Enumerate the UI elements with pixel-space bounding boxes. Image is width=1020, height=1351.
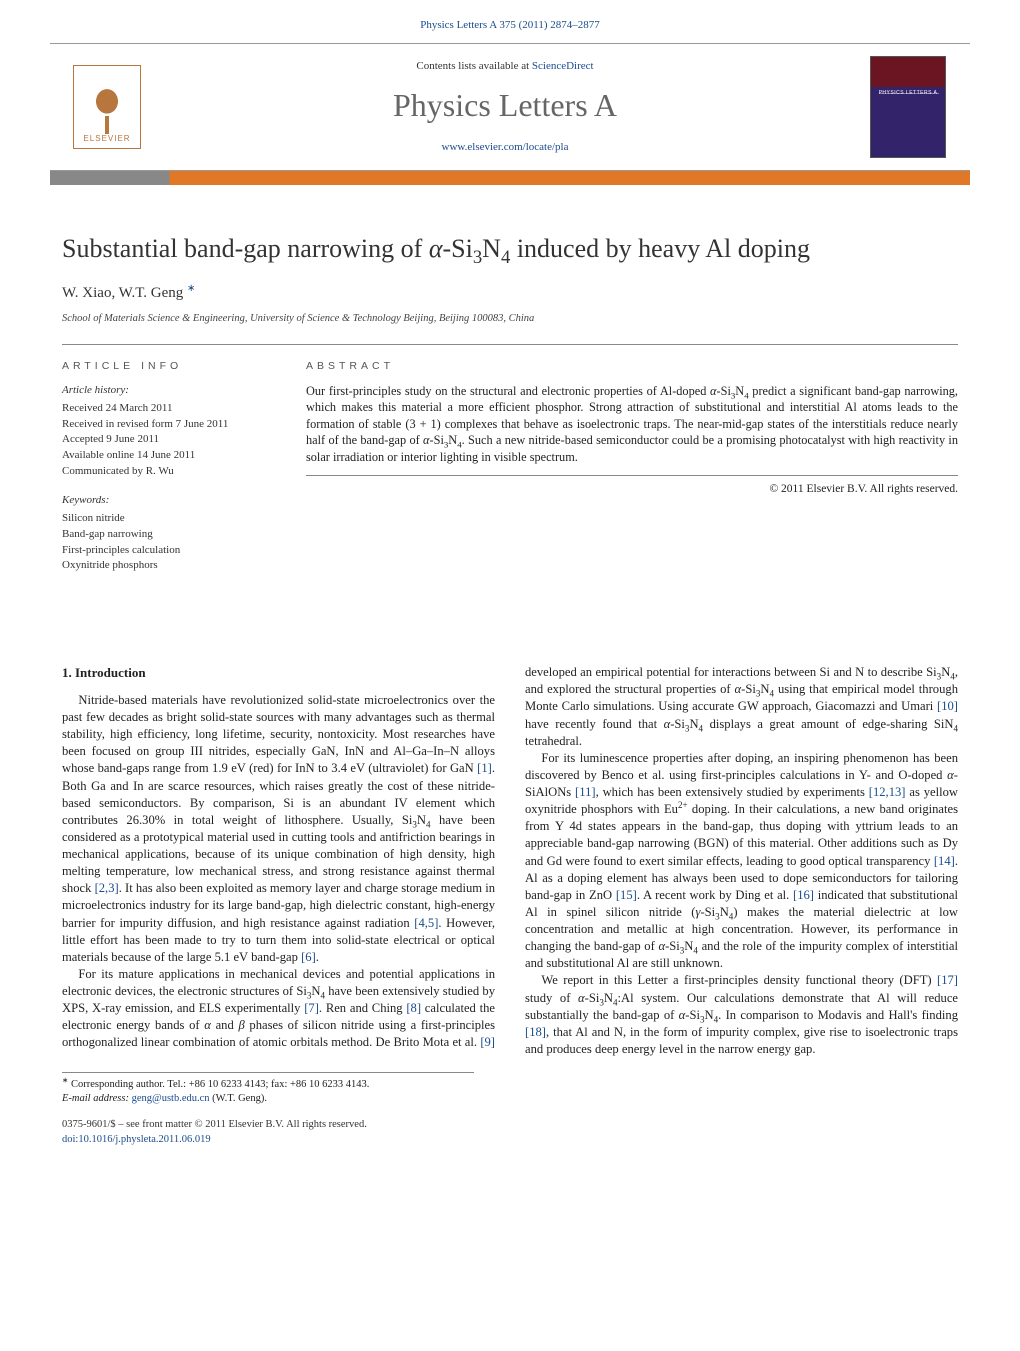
history-line: Received 24 March 2011 xyxy=(62,401,274,416)
corresponding-author-footnote: ∗ Corresponding author. Tel.: +86 10 623… xyxy=(62,1072,474,1106)
doi-link[interactable]: doi:10.1016/j.physleta.2011.06.019 xyxy=(62,1134,211,1145)
elsevier-tree-icon xyxy=(89,86,125,134)
masthead-accent-bar xyxy=(50,171,970,185)
keyword: Band-gap narrowing xyxy=(62,527,274,542)
copyright-line: 0375-9601/$ – see front matter © 2011 El… xyxy=(62,1118,958,1132)
email-label: E-mail address: xyxy=(62,1093,129,1104)
cover-thumb-slot: PHYSICS LETTERS A xyxy=(862,44,954,170)
corresponding-email-link[interactable]: geng@ustb.edu.cn xyxy=(132,1093,210,1104)
sciencedirect-link[interactable]: ScienceDirect xyxy=(532,60,594,72)
footnote-email-line: E-mail address: geng@ustb.edu.cn (W.T. G… xyxy=(62,1092,474,1106)
body-paragraph: Nitride-based materials have revolutioni… xyxy=(62,692,495,966)
section-heading-introduction: 1. Introduction xyxy=(62,664,495,682)
history-line: Received in revised form 7 June 2011 xyxy=(62,417,274,432)
abstract-block: ABSTRACT Our first-principles study on t… xyxy=(306,359,958,574)
author-list: W. Xiao, W.T. Geng ∗ xyxy=(62,283,958,303)
journal-homepage-link[interactable]: www.elsevier.com/locate/pla xyxy=(442,141,569,153)
contents-list-line: Contents lists available at ScienceDirec… xyxy=(416,59,593,74)
history-line: Available online 14 June 2011 xyxy=(62,448,274,463)
article-info-row: ARTICLE INFO Article history: Received 2… xyxy=(62,344,958,574)
body-paragraph: For its luminescence properties after do… xyxy=(525,750,958,973)
keyword: First-principles calculation xyxy=(62,543,274,558)
abstract-copyright: © 2011 Elsevier B.V. All rights reserved… xyxy=(306,482,958,498)
journal-name: Physics Letters A xyxy=(393,84,617,127)
history-line: Accepted 9 June 2011 xyxy=(62,432,274,447)
affiliation: School of Materials Science & Engineerin… xyxy=(62,312,958,326)
elsevier-wordmark: ELSEVIER xyxy=(83,134,130,145)
article-info-block: ARTICLE INFO Article history: Received 2… xyxy=(62,359,274,574)
article-body: 1. Introduction Nitride-based materials … xyxy=(62,664,958,1058)
keyword: Oxynitride phosphors xyxy=(62,558,274,573)
body-paragraph: We report in this Letter a first-princip… xyxy=(525,972,958,1058)
history-line: Communicated by R. Wu xyxy=(62,464,274,479)
publisher-logo-slot: ELSEVIER xyxy=(66,44,148,170)
cover-thumb-label: PHYSICS LETTERS A xyxy=(871,90,945,97)
keywords-heading: Keywords: xyxy=(62,493,274,508)
journal-cover-thumbnail: PHYSICS LETTERS A xyxy=(870,56,946,158)
abstract-text: Our first-principles study on the struct… xyxy=(306,383,958,476)
running-head-citation: Physics Letters A 375 (2011) 2874–2877 xyxy=(0,0,1020,43)
masthead-center: Contents lists available at ScienceDirec… xyxy=(148,44,862,170)
abstract-heading: ABSTRACT xyxy=(306,359,958,373)
journal-masthead: ELSEVIER Contents lists available at Sci… xyxy=(50,43,970,171)
keyword: Silicon nitride xyxy=(62,511,274,526)
contents-prefix: Contents lists available at xyxy=(416,60,531,72)
front-matter-footer: 0375-9601/$ – see front matter © 2011 El… xyxy=(62,1118,958,1146)
article-info-heading: ARTICLE INFO xyxy=(62,359,274,373)
email-attribution: (W.T. Geng). xyxy=(212,1093,267,1104)
history-heading: Article history: xyxy=(62,383,274,398)
elsevier-logo: ELSEVIER xyxy=(73,65,141,149)
footnote-line: ∗ Corresponding author. Tel.: +86 10 623… xyxy=(62,1078,474,1092)
article-title: Substantial band-gap narrowing of α-Si3N… xyxy=(62,233,958,266)
